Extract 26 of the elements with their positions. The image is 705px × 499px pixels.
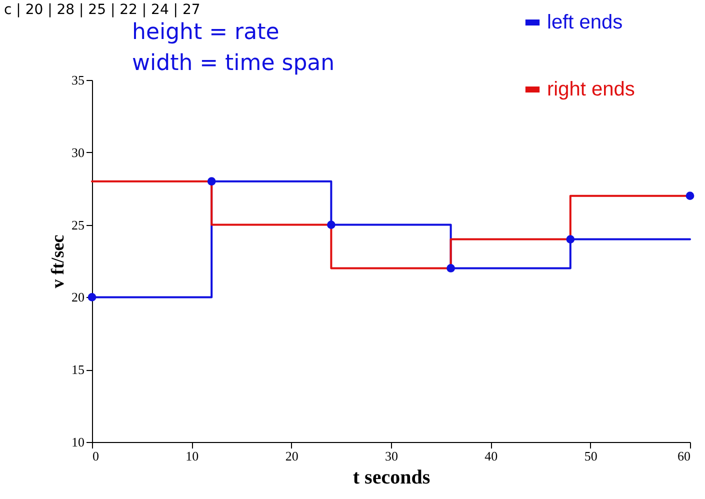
- y-tick-label: 10: [72, 434, 84, 450]
- point: [88, 293, 96, 302]
- y-tick-label: 25: [72, 217, 84, 232]
- x-tick-label: 20: [285, 448, 298, 464]
- point: [566, 235, 575, 244]
- y-tick-label: 35: [72, 72, 84, 88]
- x-axis-title: t seconds: [352, 466, 430, 488]
- x-tick-label: 10: [186, 448, 199, 464]
- y-tick-label: 30: [72, 144, 84, 160]
- point: [446, 264, 455, 272]
- x-tick-label: 60: [678, 448, 690, 464]
- legend-label: left ends: [547, 12, 623, 34]
- point: [327, 220, 336, 229]
- point: [686, 192, 694, 200]
- x-tick-label: 30: [385, 448, 398, 464]
- x-tick-label: 0: [92, 448, 99, 464]
- text: width = time span: [132, 51, 335, 76]
- text: c | 20 | 28 | 25 | 22 | 24 | 27: [4, 2, 200, 18]
- y-tick-label: 15: [72, 362, 84, 378]
- point: [207, 177, 216, 186]
- x-tick-label: 50: [584, 448, 598, 464]
- x-tick-label: 40: [484, 448, 498, 464]
- legend-label: right ends: [547, 78, 635, 100]
- y-tick-label: 20: [72, 290, 84, 305]
- text: height = rate: [132, 20, 280, 45]
- y-axis-title: v ft/sec: [48, 234, 68, 288]
